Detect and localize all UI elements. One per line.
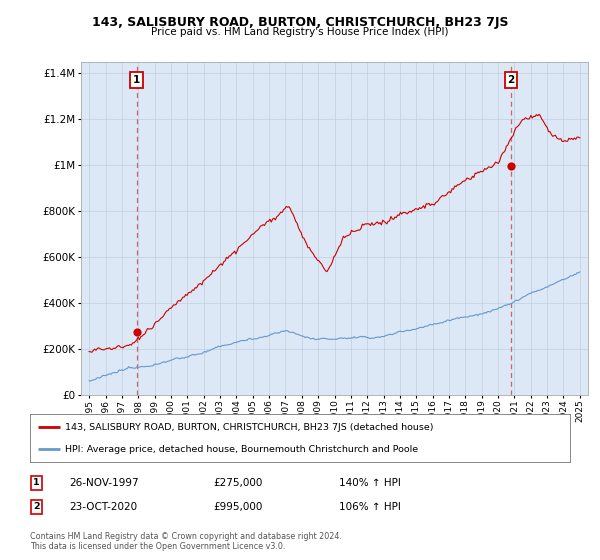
Text: 2: 2	[33, 502, 40, 511]
Text: 140% ↑ HPI: 140% ↑ HPI	[339, 478, 401, 488]
Text: 143, SALISBURY ROAD, BURTON, CHRISTCHURCH, BH23 7JS (detached house): 143, SALISBURY ROAD, BURTON, CHRISTCHURC…	[65, 423, 434, 432]
Point	[506, 162, 516, 171]
Text: 26-NOV-1997: 26-NOV-1997	[69, 478, 139, 488]
Text: 1: 1	[133, 75, 140, 85]
Text: Price paid vs. HM Land Registry's House Price Index (HPI): Price paid vs. HM Land Registry's House …	[151, 27, 449, 37]
Text: 143, SALISBURY ROAD, BURTON, CHRISTCHURCH, BH23 7JS: 143, SALISBURY ROAD, BURTON, CHRISTCHURC…	[92, 16, 508, 29]
Text: £275,000: £275,000	[213, 478, 262, 488]
Text: £995,000: £995,000	[213, 502, 262, 512]
Text: 2: 2	[508, 75, 515, 85]
Text: HPI: Average price, detached house, Bournemouth Christchurch and Poole: HPI: Average price, detached house, Bour…	[65, 445, 418, 454]
Point	[132, 327, 142, 336]
Text: 1: 1	[33, 478, 40, 487]
Text: 23-OCT-2020: 23-OCT-2020	[69, 502, 137, 512]
Text: 106% ↑ HPI: 106% ↑ HPI	[339, 502, 401, 512]
Text: Contains HM Land Registry data © Crown copyright and database right 2024.
This d: Contains HM Land Registry data © Crown c…	[30, 532, 342, 552]
